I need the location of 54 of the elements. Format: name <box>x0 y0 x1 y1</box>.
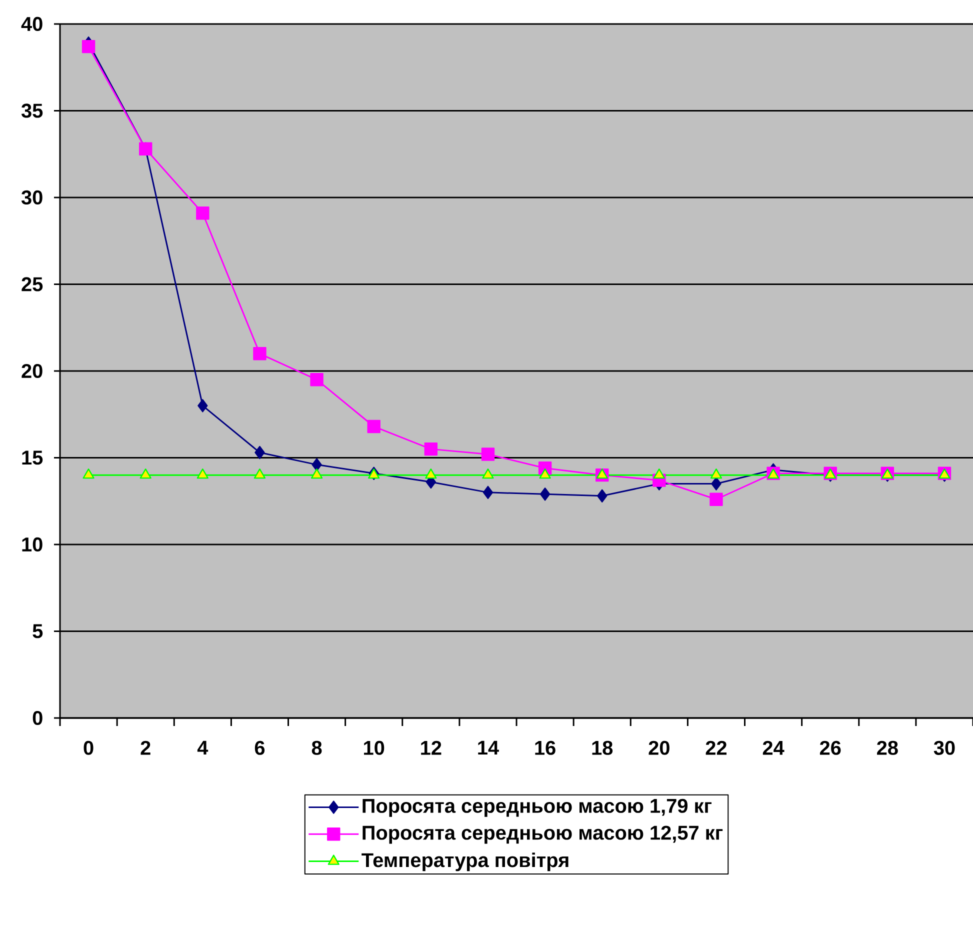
point <box>312 458 322 472</box>
x-tick-label: 16 <box>535 740 556 755</box>
point <box>196 206 210 220</box>
point <box>310 468 323 479</box>
point <box>653 468 665 479</box>
x-tick-label: 4 <box>197 740 208 755</box>
point <box>425 468 437 479</box>
y-tick-label: 30 <box>21 190 42 205</box>
point <box>711 477 722 490</box>
point <box>198 399 208 412</box>
point <box>254 446 265 460</box>
x-tick-label: 6 <box>254 740 265 755</box>
point <box>597 489 608 503</box>
point <box>424 442 438 456</box>
y-tick-label: 15 <box>22 450 43 465</box>
point <box>710 468 722 479</box>
y-tick-label: 35 <box>21 104 43 118</box>
point <box>310 373 324 386</box>
x-tick-label: 14 <box>478 740 499 755</box>
point <box>82 40 96 54</box>
y-tick-label: 25 <box>22 277 43 292</box>
y-tick-label: 40 <box>21 16 42 32</box>
point <box>710 492 723 506</box>
y-tick-label: 20 <box>22 364 42 378</box>
x-tick-label: 0 <box>84 740 94 755</box>
x-tick-label: 30 <box>934 740 955 755</box>
x-tick-label: 28 <box>877 740 898 755</box>
point <box>196 468 208 479</box>
point <box>539 468 551 479</box>
x-tick-label: 24 <box>762 740 784 755</box>
y-tick-label: 5 <box>32 624 43 638</box>
x-tick-label: 26 <box>820 740 841 755</box>
point <box>481 448 495 461</box>
x-tick-label: 8 <box>312 740 322 755</box>
x-tick-label: 18 <box>592 740 613 755</box>
y-tick-label: 10 <box>22 537 42 552</box>
point <box>82 468 94 479</box>
x-tick-label: 20 <box>648 740 670 755</box>
x-tick-label: 22 <box>706 740 727 755</box>
legend-label: Поросята середньою масою 12,57 кг <box>362 826 723 844</box>
x-tick-label: 12 <box>421 740 442 755</box>
x-tick-label: 10 <box>364 740 384 755</box>
point <box>482 468 494 479</box>
legend-label: Поросята середньою масою 1,79 кг <box>362 798 712 817</box>
point <box>540 488 550 501</box>
point <box>596 468 608 479</box>
legend-label: Температура повітря <box>362 852 568 872</box>
point <box>253 347 266 360</box>
point <box>140 468 152 479</box>
point <box>254 468 266 479</box>
point <box>367 420 380 434</box>
point <box>482 486 494 500</box>
y-tick-label: 0 <box>32 710 42 726</box>
x-tick-label: 2 <box>140 740 150 755</box>
